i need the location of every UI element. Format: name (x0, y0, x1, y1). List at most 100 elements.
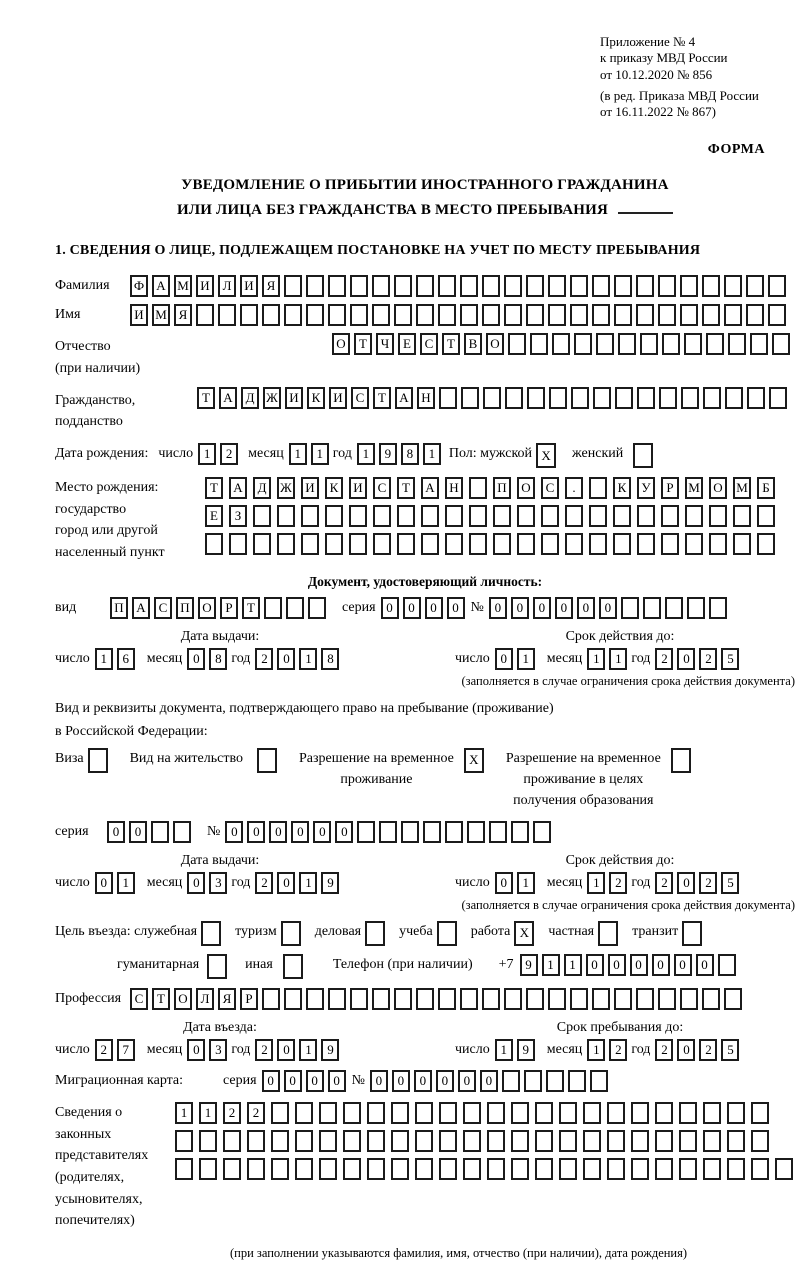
form-cell[interactable] (703, 386, 721, 409)
form-cell[interactable] (751, 1157, 769, 1180)
form-cell[interactable] (445, 820, 464, 843)
form-cell[interactable] (511, 1101, 529, 1124)
form-cell[interactable]: С (351, 386, 369, 409)
form-cell[interactable] (593, 386, 611, 409)
form-cell[interactable] (769, 386, 787, 409)
form-cell[interactable] (460, 275, 478, 298)
form-cell[interactable] (391, 1157, 409, 1180)
form-cell[interactable]: 1 (422, 443, 441, 465)
form-cell[interactable] (727, 1129, 745, 1152)
form-cell[interactable] (247, 1157, 265, 1180)
form-cell[interactable] (517, 505, 535, 527)
form-cell[interactable]: 0 (446, 596, 465, 619)
form-cell[interactable]: О (486, 333, 504, 356)
form-cell[interactable] (565, 533, 583, 555)
form-cell[interactable] (517, 533, 535, 555)
form-cell[interactable] (343, 1101, 361, 1124)
form-cell[interactable] (640, 333, 658, 356)
form-cell[interactable]: Ф (130, 275, 148, 298)
form-cell[interactable] (504, 987, 522, 1010)
form-cell[interactable]: У (637, 477, 655, 499)
form-cell[interactable] (727, 1157, 745, 1180)
form-cell[interactable] (679, 1101, 697, 1124)
form-cell[interactable] (636, 987, 654, 1010)
form-cell[interactable] (286, 596, 304, 619)
form-cell[interactable] (253, 533, 271, 555)
form-cell[interactable] (592, 275, 610, 298)
temp-residence-checkbox[interactable]: X (463, 747, 488, 773)
form-cell[interactable]: 2 (655, 871, 674, 894)
form-cell[interactable]: 0 (457, 1069, 476, 1092)
form-cell[interactable]: 1 (310, 443, 329, 465)
form-cell[interactable] (685, 533, 703, 555)
form-cell[interactable]: 1 (609, 647, 628, 670)
form-cell[interactable] (282, 953, 303, 979)
form-cell[interactable] (631, 1157, 649, 1180)
form-cell[interactable] (295, 1101, 313, 1124)
form-cell[interactable] (256, 747, 277, 773)
form-cell[interactable] (614, 275, 632, 298)
form-cell[interactable]: С (420, 333, 438, 356)
form-cell[interactable]: X (514, 920, 535, 946)
form-cell[interactable]: 0 (629, 953, 648, 976)
form-cell[interactable] (373, 533, 391, 555)
form-cell[interactable] (725, 386, 743, 409)
form-cell[interactable] (527, 386, 545, 409)
form-cell[interactable] (559, 1129, 577, 1152)
form-cell[interactable]: 9 (321, 871, 340, 894)
form-cell[interactable]: 1 (94, 647, 113, 670)
form-cell[interactable] (501, 1069, 520, 1092)
form-cell[interactable] (703, 1101, 721, 1124)
residence-permit-checkbox[interactable] (256, 747, 281, 773)
form-cell[interactable] (487, 1157, 505, 1180)
form-cell[interactable]: 0 (479, 1069, 498, 1092)
form-cell[interactable]: 8 (209, 647, 228, 670)
form-cell[interactable]: Т (242, 596, 260, 619)
form-cell[interactable] (526, 275, 544, 298)
form-cell[interactable]: 7 (116, 1038, 135, 1061)
form-cell[interactable] (685, 505, 703, 527)
form-cell[interactable] (757, 505, 775, 527)
form-cell[interactable] (768, 275, 786, 298)
form-cell[interactable] (262, 304, 280, 327)
purpose-work-checkbox[interactable]: X (514, 920, 538, 946)
form-cell[interactable]: М (174, 275, 192, 298)
form-cell[interactable]: Л (218, 275, 236, 298)
form-cell[interactable] (467, 820, 486, 843)
form-cell[interactable]: 1 (199, 1101, 217, 1124)
form-cell[interactable]: 0 (402, 596, 421, 619)
form-cell[interactable] (379, 820, 398, 843)
form-cell[interactable]: Р (220, 596, 238, 619)
form-cell[interactable]: 0 (607, 953, 626, 976)
form-cell[interactable] (397, 533, 415, 555)
form-cell[interactable] (684, 333, 702, 356)
form-cell[interactable] (328, 304, 346, 327)
form-cell[interactable] (463, 1157, 481, 1180)
form-cell[interactable] (284, 987, 302, 1010)
form-cell[interactable] (438, 304, 456, 327)
form-cell[interactable]: 1 (198, 443, 217, 465)
form-cell[interactable]: 3 (209, 1038, 228, 1061)
form-cell[interactable]: И (285, 386, 303, 409)
form-cell[interactable]: 0 (247, 820, 266, 843)
form-cell[interactable] (592, 304, 610, 327)
form-cell[interactable]: С (154, 596, 172, 619)
form-cell[interactable] (223, 1129, 241, 1152)
form-cell[interactable]: 5 (721, 647, 740, 670)
form-cell[interactable] (709, 505, 727, 527)
form-cell[interactable]: М (685, 477, 703, 499)
form-cell[interactable]: 1 (516, 647, 535, 670)
form-cell[interactable]: Л (196, 987, 214, 1010)
form-cell[interactable] (365, 920, 386, 946)
form-cell[interactable]: 0 (651, 953, 670, 976)
form-cell[interactable] (727, 1101, 745, 1124)
form-cell[interactable] (483, 386, 501, 409)
form-cell[interactable]: И (349, 477, 367, 499)
form-cell[interactable]: 1 (299, 871, 318, 894)
form-cell[interactable] (271, 1157, 289, 1180)
form-cell[interactable]: З (229, 505, 247, 527)
form-cell[interactable]: И (240, 275, 258, 298)
form-cell[interactable] (658, 275, 676, 298)
form-cell[interactable] (271, 1129, 289, 1152)
form-cell[interactable] (175, 1157, 193, 1180)
